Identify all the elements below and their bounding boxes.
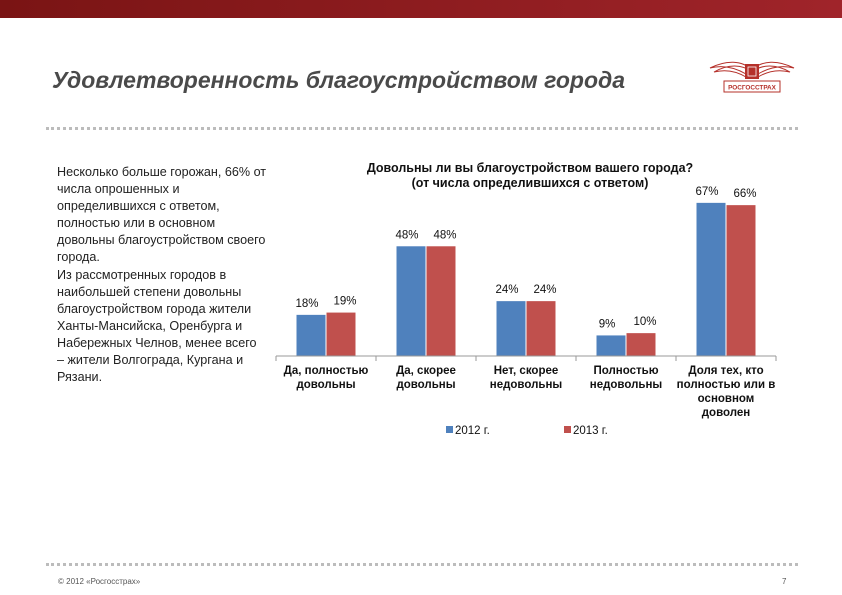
data-label-2012-cat-1: 18% <box>295 298 318 310</box>
data-label-2013-cat-1: 19% <box>333 296 356 308</box>
category-label-2: Да, скорее довольны <box>396 365 456 391</box>
chart-title: Довольны ли вы благоустройством вашего г… <box>367 161 693 175</box>
bar-2012-cat-5 <box>696 202 726 356</box>
data-label-2012-cat-3: 24% <box>495 284 518 296</box>
logo-text: РОСГОССТРАХ <box>728 85 777 92</box>
rosgosstrakh-logo: РОСГОССТРАХ <box>709 61 795 93</box>
data-label-2013-cat-4: 10% <box>633 316 656 328</box>
data-label-2012-cat-5: 67% <box>695 186 718 198</box>
legend-swatch-2013 <box>564 426 571 433</box>
bar-2012-cat-1 <box>296 314 326 356</box>
bar-2013-cat-5 <box>726 205 756 356</box>
category-label-5: Доля тех, кто полностью или в основном дово… <box>677 365 776 419</box>
legend-label-2013: 2013 г. <box>573 425 608 437</box>
chart-subtitle: (от числа определившихся с ответом) <box>412 176 649 190</box>
top-bar <box>0 0 842 18</box>
summary-paragraph-2: Из рассмотренных городов в наибольшей ст… <box>57 267 257 385</box>
bar-2013-cat-3 <box>526 301 556 356</box>
bar-2013-cat-2 <box>426 246 456 356</box>
legend-label-2012: 2012 г. <box>455 425 490 437</box>
category-label-4: Полностью недовольны <box>590 365 663 391</box>
summary-text: Несколько больше горожан, 66% от числа о… <box>57 164 267 386</box>
bar-2012-cat-4 <box>596 335 626 356</box>
data-label-2012-cat-4: 9% <box>599 318 616 330</box>
bar-2012-cat-2 <box>396 246 426 356</box>
bar-2013-cat-1 <box>326 312 356 356</box>
bar-2012-cat-3 <box>496 301 526 356</box>
page-title: Удовлетворенность благоустройством город… <box>52 67 626 93</box>
data-label-2012-cat-2: 48% <box>395 229 418 241</box>
data-label-2013-cat-2: 48% <box>433 229 456 241</box>
summary-paragraph-1: Несколько больше горожан, 66% от числа о… <box>57 165 267 265</box>
bar-2013-cat-4 <box>626 333 656 356</box>
legend-swatch-2012 <box>446 426 453 433</box>
data-label-2013-cat-5: 66% <box>733 188 756 200</box>
data-label-2013-cat-3: 24% <box>533 284 556 296</box>
top-dotted-divider <box>46 127 798 130</box>
category-label-3: Нет, скорее недовольны <box>490 365 563 391</box>
bottom-dotted-divider <box>46 563 798 566</box>
category-label-1: Да, полностью довольны <box>284 365 369 391</box>
copyright-text: © 2012 «Росгосстрах» <box>58 577 141 586</box>
page-number: 7 <box>782 577 787 586</box>
satisfaction-bar-chart: Довольны ли вы благоустройством вашего г… <box>275 161 777 437</box>
